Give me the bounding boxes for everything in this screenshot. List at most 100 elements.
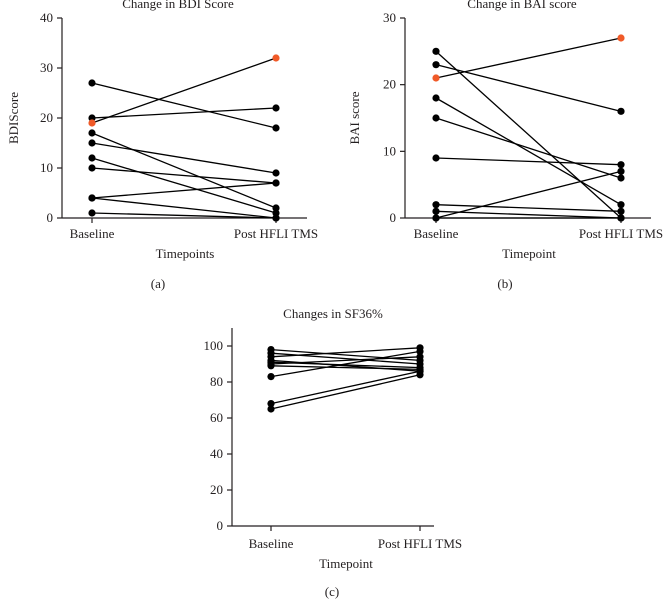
data-point-baseline [432,207,440,215]
data-point-baseline [432,94,440,102]
series-line [435,170,622,219]
data-point-baseline [88,194,96,202]
data-point-baseline [88,209,96,217]
series-line [270,370,421,405]
x-axis-title: Timepoint [502,246,556,261]
data-point-baseline [88,114,96,122]
data-point-post [416,347,424,355]
y-tick-label: 60 [210,410,223,425]
data-point-baseline [88,139,96,147]
y-tick-label: 40 [210,446,223,461]
highlighted-data-point-post [617,34,625,42]
y-tick-label: 20 [40,110,53,125]
series-line [91,142,277,174]
chart-title: Changes in SF36% [283,306,383,321]
series-line [91,182,277,199]
y-tick-label: 20 [383,77,396,92]
series-line [270,365,421,371]
chart-title: Change in BDI Score [122,0,234,11]
series-line [435,204,622,212]
data-point-post [272,214,280,222]
data-point-baseline [88,154,96,162]
y-tick-label: 100 [204,338,224,353]
y-tick-label: 0 [47,210,54,225]
data-point-post [272,204,280,212]
series-line [435,50,622,219]
x-tick-label: Post HFLI TMS [378,536,462,551]
y-tick-label: 40 [40,10,53,25]
series-line [270,374,421,410]
highlighted-series-line [91,57,277,124]
series-line [91,157,277,214]
series-line [435,97,622,206]
data-point-baseline [267,405,275,413]
data-point-post [617,207,625,215]
data-point-baseline [88,79,96,87]
y-tick-label: 80 [210,374,223,389]
series-line [91,82,277,129]
highlighted-data-point-baseline [88,119,96,127]
y-tick-label: 0 [390,210,397,225]
series-line [91,167,277,184]
data-point-post [617,167,625,175]
data-point-baseline [432,201,440,209]
highlighted-data-point-post [272,54,280,62]
series-line [91,212,277,219]
x-tick-label: Baseline [249,536,294,551]
data-point-post [272,104,280,112]
chart-panel-c: Changes in SF36% 0 20 40 60 80 100 Baseline Post… [204,306,463,599]
series-line [91,132,277,209]
data-point-post [272,209,280,217]
data-point-baseline [88,164,96,172]
series-line [91,107,277,119]
data-point-baseline [432,154,440,162]
y-tick-label: 20 [210,482,223,497]
x-axis-title: Timepoint [319,556,373,571]
y-axis-title: BAI score [347,91,362,144]
highlighted-data-point-baseline [432,74,440,82]
data-point-post [416,353,424,361]
y-tick-label: 0 [217,518,224,533]
y-axis-title: BDIScore [6,92,21,144]
y-tick-label: 30 [40,60,53,75]
highlighted-series-line [435,37,622,79]
x-axis-title: Timepoints [156,246,215,261]
data-point-post [617,214,625,222]
data-point-baseline [432,61,440,69]
data-point-post [272,169,280,177]
data-point-baseline [432,214,440,222]
series-line [435,210,622,219]
x-tick-label: Post HFLI TMS [579,226,663,241]
series-line [270,356,421,365]
series-line [270,347,421,358]
y-tick-label: 10 [40,160,53,175]
data-point-post [617,107,625,115]
data-point-post [416,371,424,379]
data-point-post [272,124,280,132]
y-tick-label: 30 [383,10,396,25]
data-point-post [617,161,625,169]
chart-title: Change in BAI score [467,0,577,11]
chart-panel-b: Change in BAI score 0 10 20 30 Baseline Post H… [347,0,663,291]
x-tick-label: Baseline [414,226,459,241]
series-line [435,157,622,166]
data-point-baseline [432,47,440,55]
data-point-baseline [267,373,275,381]
series-line [435,117,622,179]
data-point-baseline [432,114,440,122]
panel-label: (b) [497,276,512,291]
panel-label: (a) [151,276,165,291]
data-point-post [617,174,625,182]
x-tick-label: Baseline [70,226,115,241]
chart-panel-a: Change in BDI Score 0 10 20 30 40 Baseline Post… [6,0,318,291]
series-line [435,64,622,112]
data-point-post [272,179,280,187]
data-point-post [617,201,625,209]
data-point-baseline [88,129,96,137]
series-line [270,350,421,378]
series-line [91,197,277,219]
panel-label: (c) [325,584,339,599]
data-point-baseline [267,362,275,370]
y-tick-label: 10 [383,143,396,158]
